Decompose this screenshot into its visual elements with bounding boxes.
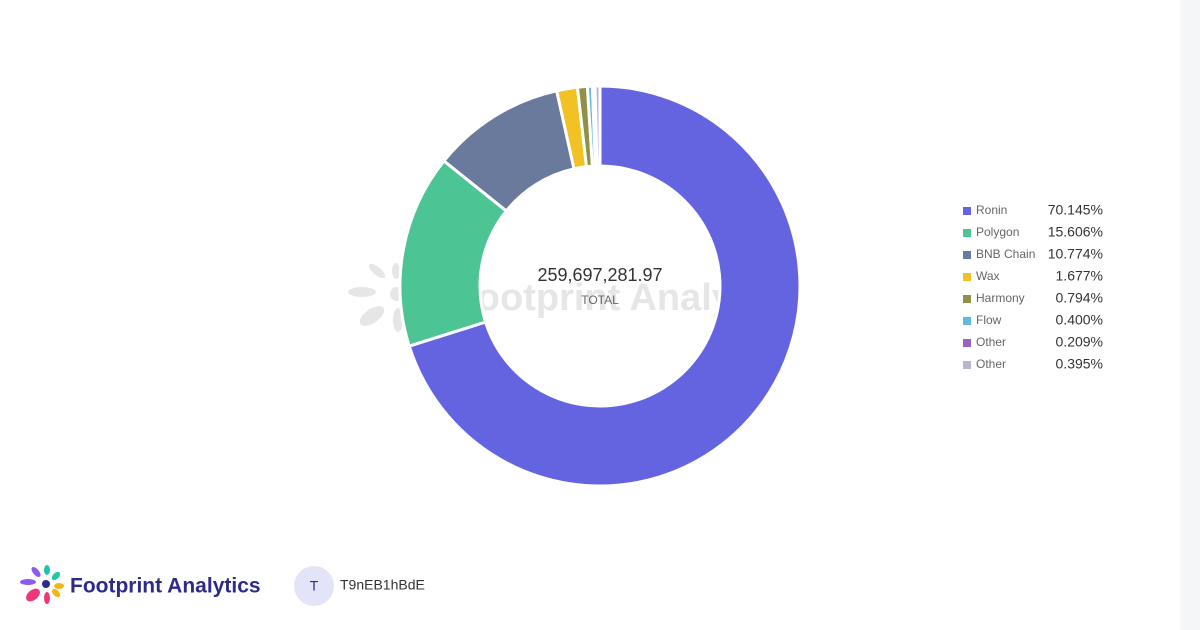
legend-value: 10.774% bbox=[1048, 246, 1103, 262]
legend-value: 1.677% bbox=[1056, 268, 1103, 284]
username[interactable]: T9nEB1hBdE bbox=[340, 577, 425, 593]
legend-swatch bbox=[963, 295, 971, 303]
legend-label: BNB Chain bbox=[976, 247, 1035, 261]
brand-name: Footprint Analytics bbox=[70, 575, 261, 598]
legend-label: Flow bbox=[976, 313, 1002, 327]
slice bbox=[407, 84, 802, 488]
slice bbox=[593, 84, 602, 168]
legend-swatch bbox=[963, 361, 971, 369]
legend-swatch bbox=[963, 251, 971, 259]
avatar[interactable] bbox=[294, 566, 334, 606]
brand-logo bbox=[20, 565, 64, 604]
scroll-strip bbox=[1180, 0, 1200, 630]
legend-label: Other bbox=[976, 335, 1006, 349]
legend-swatch bbox=[963, 207, 971, 215]
legend-swatch bbox=[963, 229, 971, 237]
legend-label: Wax bbox=[976, 269, 1000, 283]
center-total: 259,697,281.97 bbox=[537, 265, 662, 285]
legend-label: Harmony bbox=[976, 291, 1025, 305]
legend-value: 15.606% bbox=[1048, 224, 1103, 240]
legend-value: 0.395% bbox=[1056, 356, 1103, 372]
legend-value: 70.145% bbox=[1048, 202, 1103, 218]
legend-value: 0.209% bbox=[1056, 334, 1103, 350]
legend-label: Other bbox=[976, 357, 1006, 371]
center-label: TOTAL bbox=[581, 293, 619, 307]
legend-swatch bbox=[963, 317, 971, 325]
avatar-initial[interactable]: T bbox=[310, 578, 319, 594]
legend-label: Polygon bbox=[976, 225, 1019, 239]
legend-value: 0.400% bbox=[1056, 312, 1103, 328]
legend-value: 0.794% bbox=[1056, 290, 1103, 306]
legend-label: Ronin bbox=[976, 203, 1007, 217]
legend-swatch bbox=[963, 339, 971, 347]
legend-swatch bbox=[963, 273, 971, 281]
